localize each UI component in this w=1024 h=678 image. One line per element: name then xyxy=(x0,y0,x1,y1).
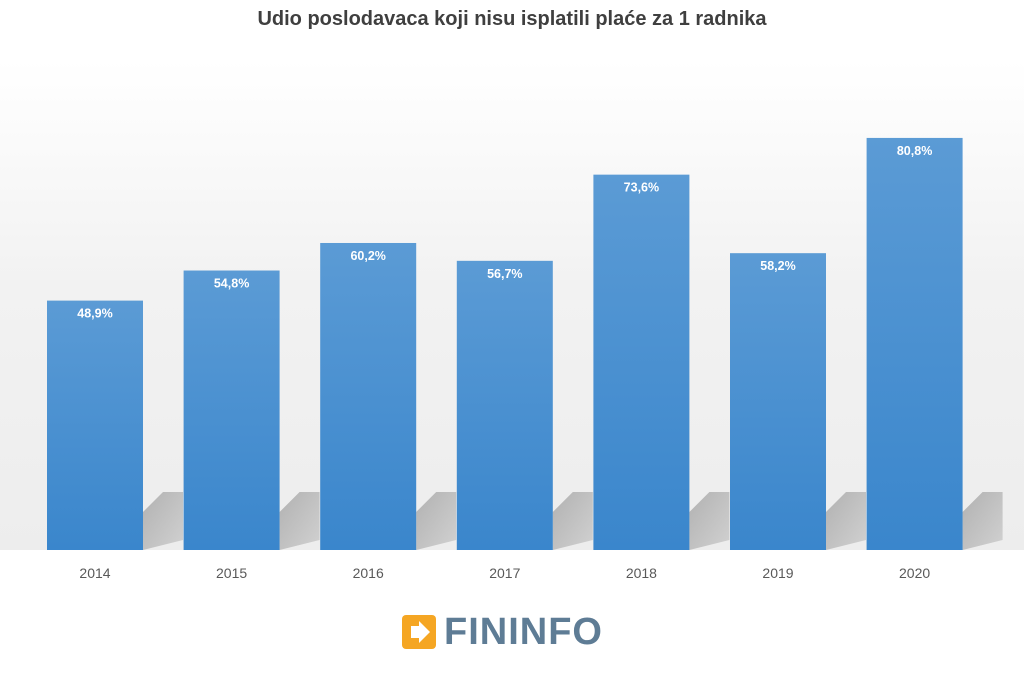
bar-shadow-2018 xyxy=(689,492,730,550)
bar-shadow-2016 xyxy=(416,492,457,550)
bar-2015 xyxy=(183,270,280,550)
bar-chart: 48,9% 54,8% 60,2% 56,7% 73,6% 58,2% 80,8% 2014… xyxy=(0,60,1024,581)
fininfo-logo: FININFO xyxy=(402,612,603,652)
bar-shadow-2020 xyxy=(962,492,1003,550)
data-label-2017: 56,7% xyxy=(487,267,522,281)
x-tick-label-2019: 2019 xyxy=(762,565,793,581)
x-tick-label-2018: 2018 xyxy=(626,565,657,581)
data-label-2015: 54,8% xyxy=(214,277,249,291)
bar-2020 xyxy=(866,137,963,551)
logo-text: FININFO xyxy=(444,611,603,653)
data-label-2014: 48,9% xyxy=(77,307,112,321)
bar-2016 xyxy=(320,242,417,551)
data-label-2019: 58,2% xyxy=(760,259,795,273)
x-tick-label-2016: 2016 xyxy=(353,565,384,581)
bar-2018 xyxy=(593,174,690,550)
bar-shadow-2017 xyxy=(552,492,593,550)
bar-shadow-2019 xyxy=(826,492,866,550)
data-label-2020: 80,8% xyxy=(897,144,932,158)
data-label-2016: 60,2% xyxy=(350,249,385,263)
bar-2014 xyxy=(47,300,143,550)
bar-2017 xyxy=(456,260,553,550)
x-tick-label-2015: 2015 xyxy=(216,565,247,581)
arrow-right-icon xyxy=(402,615,436,649)
data-label-2018: 73,6% xyxy=(624,181,659,195)
bar-2019 xyxy=(730,253,826,550)
bar-shadow-2015 xyxy=(279,492,320,550)
x-tick-label-2014: 2014 xyxy=(79,565,110,581)
bar-shadow-2014 xyxy=(143,492,183,550)
chart-title: Udio poslodavaca koji nisu isplatili pla… xyxy=(257,8,767,30)
x-tick-label-2017: 2017 xyxy=(489,565,520,581)
x-tick-label-2020: 2020 xyxy=(899,565,930,581)
